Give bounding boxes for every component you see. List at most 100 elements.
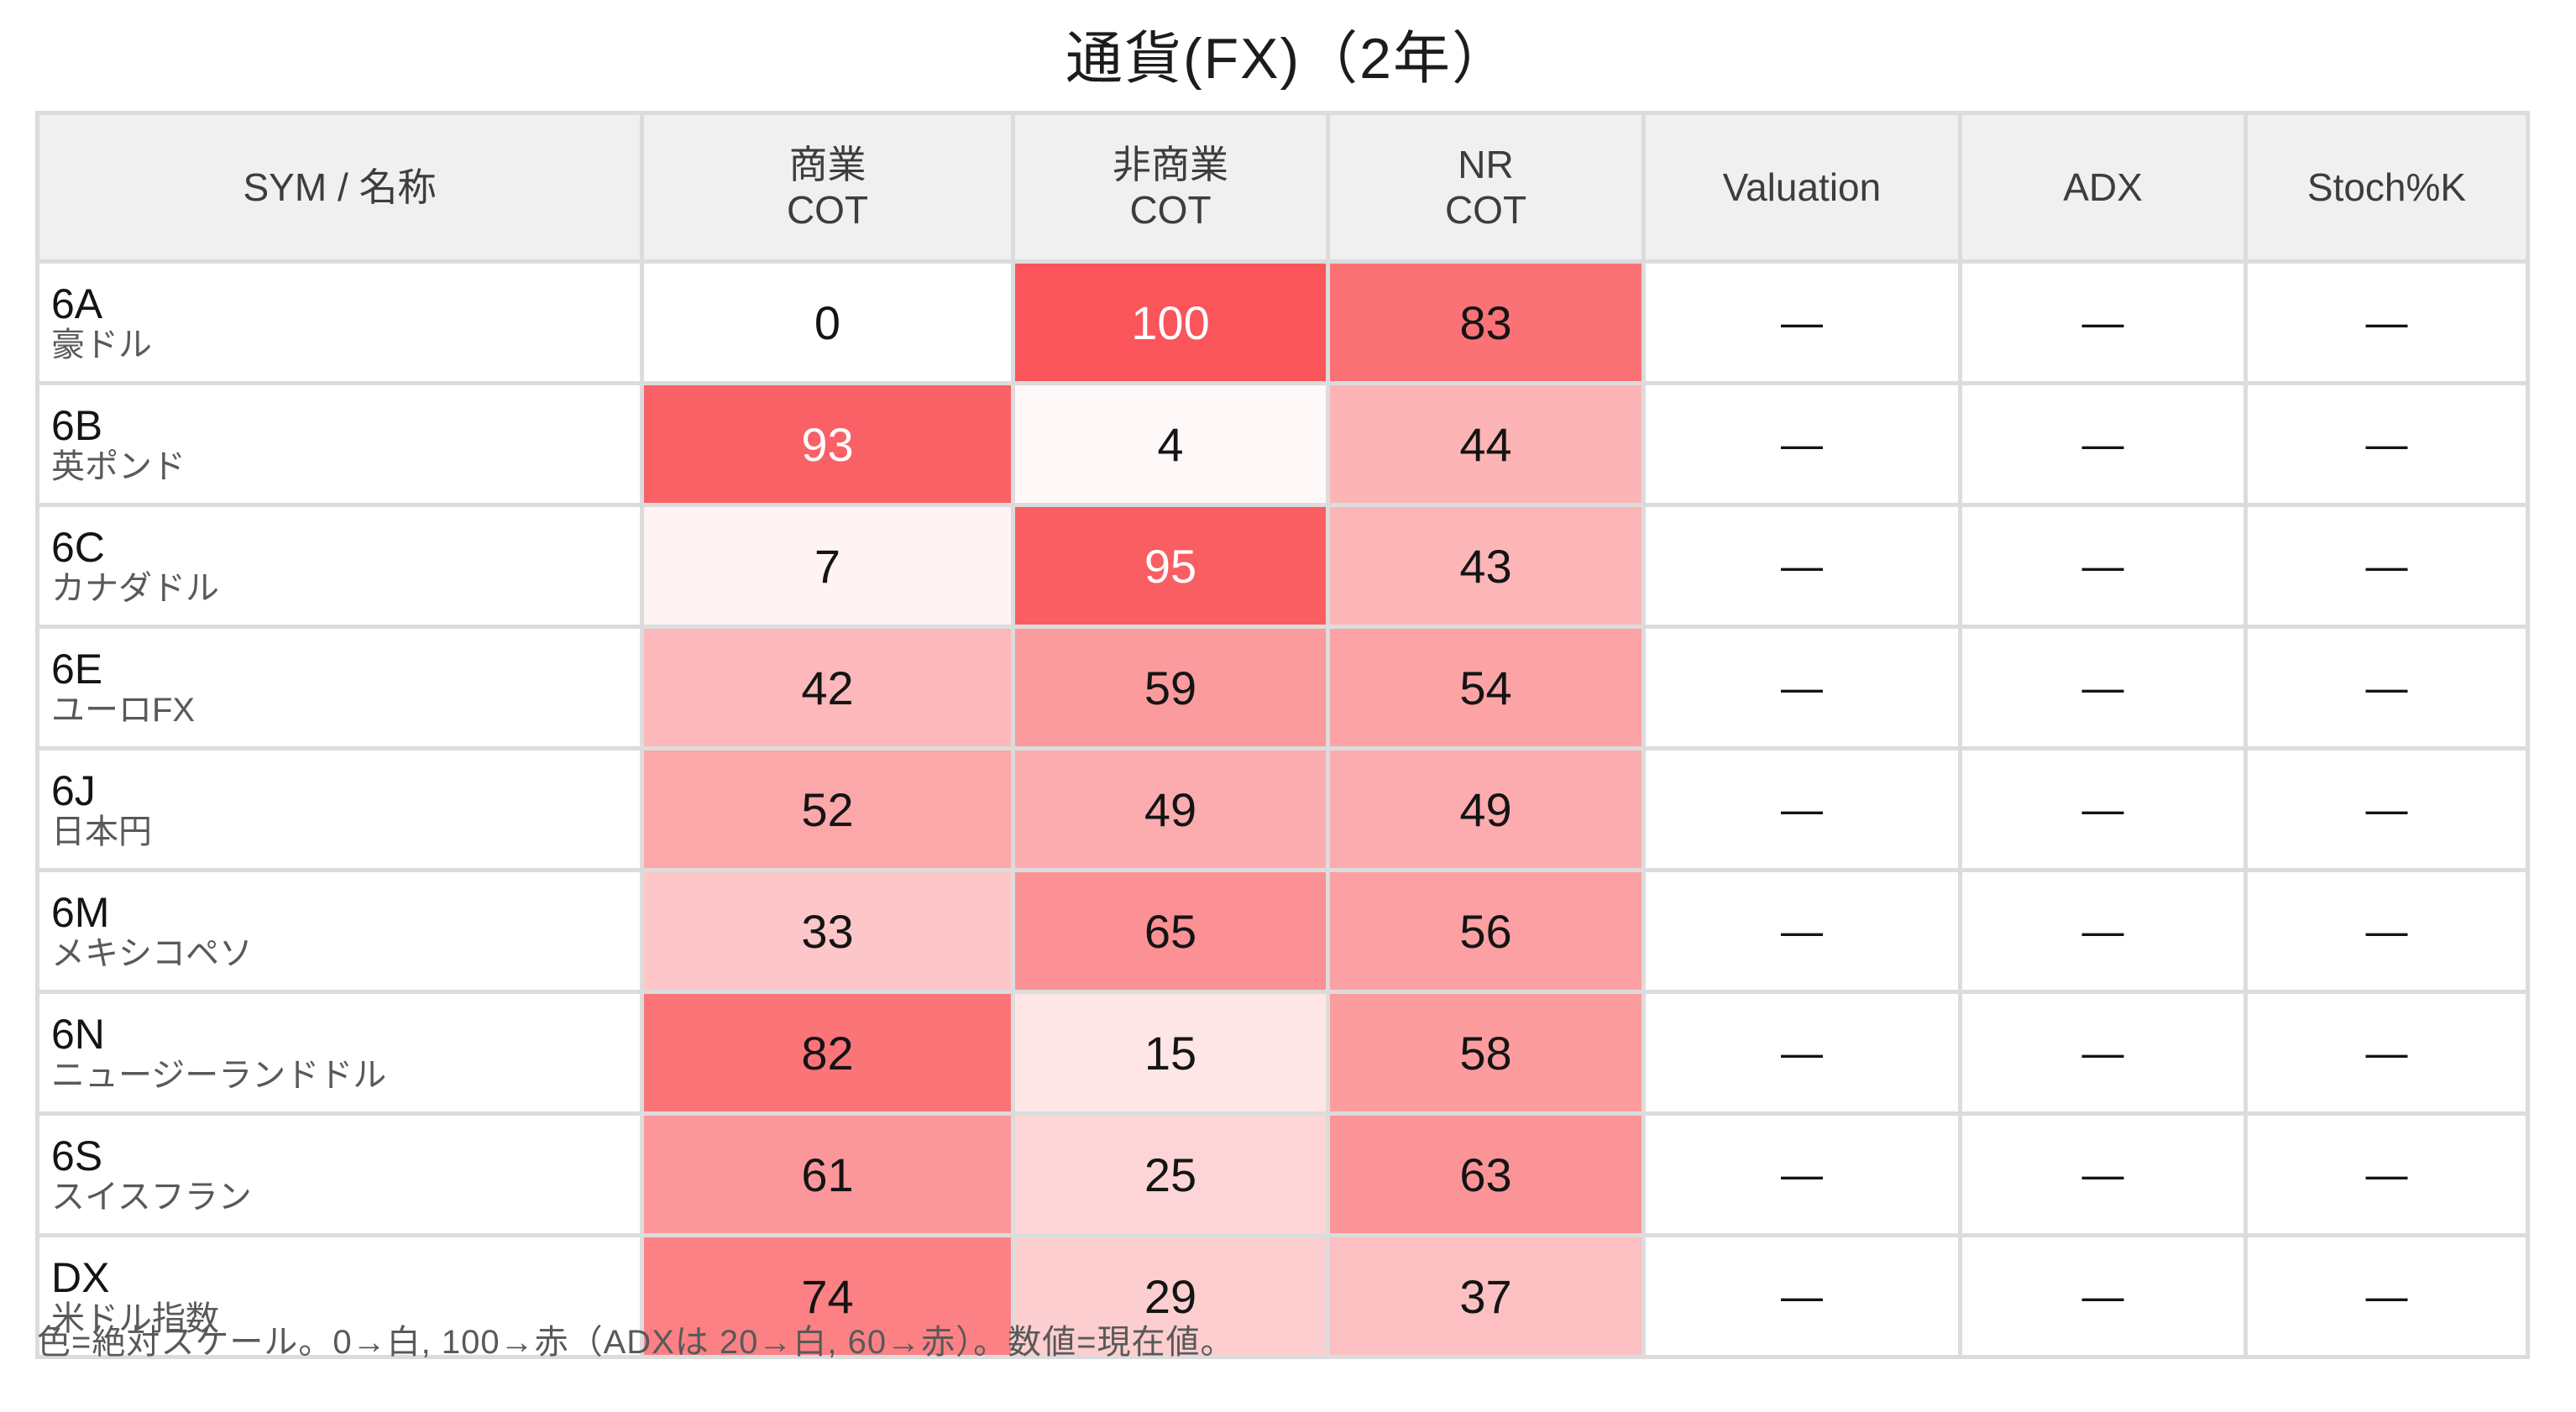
adx-cell: — — [1958, 1233, 2248, 1359]
stochk-cell: — — [2244, 503, 2530, 629]
col-header-stochk: Stoch%K — [2244, 111, 2530, 264]
col-header-commercial-cot: 商業 COT — [640, 111, 1015, 264]
table-header: SYM / 名称 商業 COT 非商業 COT NR COT Valuation… — [35, 111, 2530, 264]
table-row-6m: 6M メキシコペソ 33 65 56 — — — — [35, 868, 2530, 994]
valuation-cell: — — [1641, 625, 1962, 750]
row-label-cell: 6A 豪ドル — [35, 259, 644, 385]
row-label-cell: 6M メキシコペソ — [35, 868, 644, 994]
valuation-cell: — — [1641, 381, 1962, 507]
row-label-cell: 6B 英ポンド — [35, 381, 644, 507]
table-row-6e: 6E ユーロFX 42 59 54 — — — — [35, 625, 2530, 750]
heat-cell-nr-cot: 37 — [1326, 1233, 1646, 1359]
row-name: 英ポンド — [51, 447, 186, 485]
row-name: 米ドル指数 — [51, 1300, 219, 1337]
col-header-nr-cot: NR COT — [1326, 111, 1646, 264]
heat-cell-commercial-cot: 0 — [640, 259, 1015, 385]
adx-cell: — — [1958, 746, 2248, 872]
heat-cell-commercial-cot: 33 — [640, 868, 1015, 994]
valuation-cell: — — [1641, 1111, 1962, 1237]
valuation-cell: — — [1641, 990, 1962, 1116]
table-row-6a: 6A 豪ドル 0 100 83 — — — — [35, 259, 2530, 385]
row-label-cell: DX 米ドル指数 — [35, 1233, 644, 1359]
row-symbol: 6E — [51, 645, 103, 693]
row-name: 日本円 — [51, 813, 152, 850]
heat-cell-commercial-cot: 74 — [640, 1233, 1015, 1359]
table-row-6s: 6S スイスフラン 61 25 63 — — — — [35, 1111, 2530, 1237]
heat-cell-noncommercial-cot: 15 — [1011, 990, 1330, 1116]
table-row-6b: 6B 英ポンド 93 4 44 — — — — [35, 381, 2530, 507]
row-symbol: 6M — [51, 888, 110, 936]
heat-cell-commercial-cot: 93 — [640, 381, 1015, 507]
row-name: ユーロFX — [51, 691, 196, 729]
table-row-6c: 6C カナダドル 7 95 43 — — — — [35, 503, 2530, 629]
heat-cell-noncommercial-cot: 59 — [1011, 625, 1330, 750]
heat-cell-noncommercial-cot: 100 — [1011, 259, 1330, 385]
row-symbol: 6N — [51, 1010, 105, 1058]
row-label-cell: 6S スイスフラン — [35, 1111, 644, 1237]
stochk-cell: — — [2244, 1111, 2530, 1237]
stochk-cell: — — [2244, 259, 2530, 385]
heat-cell-commercial-cot: 7 — [640, 503, 1015, 629]
header-row: SYM / 名称 商業 COT 非商業 COT NR COT Valuation… — [35, 111, 2530, 264]
heat-cell-commercial-cot: 42 — [640, 625, 1015, 750]
stochk-cell: — — [2244, 381, 2530, 507]
table-row-6j: 6J 日本円 52 49 49 — — — — [35, 746, 2530, 872]
adx-cell: — — [1958, 259, 2248, 385]
heat-cell-nr-cot: 43 — [1326, 503, 1646, 629]
row-name: 豪ドル — [51, 326, 152, 363]
table-row-dx: DX 米ドル指数 74 29 37 — — — — [35, 1233, 2530, 1359]
heat-cell-nr-cot: 54 — [1326, 625, 1646, 750]
row-symbol: 6S — [51, 1132, 103, 1179]
stochk-cell: — — [2244, 990, 2530, 1116]
adx-cell: — — [1958, 868, 2248, 994]
adx-cell: — — [1958, 625, 2248, 750]
row-name: カナダドル — [51, 569, 219, 607]
heat-cell-noncommercial-cot: 65 — [1011, 868, 1330, 994]
valuation-cell: — — [1641, 1233, 1962, 1359]
table-row-6n: 6N ニュージーランドドル 82 15 58 — — — — [35, 990, 2530, 1116]
row-name: ニュージーランドドル — [51, 1056, 387, 1094]
row-symbol: 6C — [51, 523, 105, 571]
adx-cell: — — [1958, 503, 2248, 629]
color-scale-footnote: 色=絶対スケール。0→白, 100→赤（ADXは 20→白, 60→赤）。数値=… — [37, 1324, 1235, 1361]
table-body: 6A 豪ドル 0 100 83 — — — 6B 英ポンド 93 4 44 — — [35, 259, 2530, 1359]
col-header-sym-name: SYM / 名称 — [35, 111, 644, 264]
heat-cell-noncommercial-cot: 49 — [1011, 746, 1330, 872]
heat-cell-nr-cot: 63 — [1326, 1111, 1646, 1237]
heat-cell-noncommercial-cot: 95 — [1011, 503, 1330, 629]
adx-cell: — — [1958, 381, 2248, 507]
row-label-cell: 6J 日本円 — [35, 746, 644, 872]
adx-cell: — — [1958, 990, 2248, 1116]
col-header-adx: ADX — [1958, 111, 2248, 264]
heat-cell-nr-cot: 49 — [1326, 746, 1646, 872]
row-name: スイスフラン — [51, 1178, 252, 1216]
stochk-cell: — — [2244, 868, 2530, 994]
heat-cell-noncommercial-cot: 29 — [1011, 1233, 1330, 1359]
heat-cell-nr-cot: 58 — [1326, 990, 1646, 1116]
stochk-cell: — — [2244, 625, 2530, 750]
heat-cell-noncommercial-cot: 4 — [1011, 381, 1330, 507]
row-symbol: DX — [51, 1253, 110, 1301]
row-name: メキシコペソ — [51, 934, 253, 972]
heat-cell-commercial-cot: 52 — [640, 746, 1015, 872]
row-label-cell: 6E ユーロFX — [35, 625, 644, 750]
page-title: 通貨(FX)（2年） — [1065, 27, 1511, 91]
col-header-valuation: Valuation — [1641, 111, 1962, 264]
valuation-cell: — — [1641, 503, 1962, 629]
stochk-cell: — — [2244, 746, 2530, 872]
valuation-cell: — — [1641, 868, 1962, 994]
heat-cell-nr-cot: 44 — [1326, 381, 1646, 507]
row-symbol: 6B — [51, 401, 103, 449]
col-header-noncommercial-cot: 非商業 COT — [1011, 111, 1330, 264]
valuation-cell: — — [1641, 746, 1962, 872]
heat-cell-nr-cot: 56 — [1326, 868, 1646, 994]
row-label-cell: 6C カナダドル — [35, 503, 644, 629]
row-symbol: 6A — [51, 280, 103, 327]
valuation-cell: — — [1641, 259, 1962, 385]
heat-cell-commercial-cot: 82 — [640, 990, 1015, 1116]
heat-cell-nr-cot: 83 — [1326, 259, 1646, 385]
heat-cell-noncommercial-cot: 25 — [1011, 1111, 1330, 1237]
row-symbol: 6J — [51, 766, 96, 814]
adx-cell: — — [1958, 1111, 2248, 1237]
